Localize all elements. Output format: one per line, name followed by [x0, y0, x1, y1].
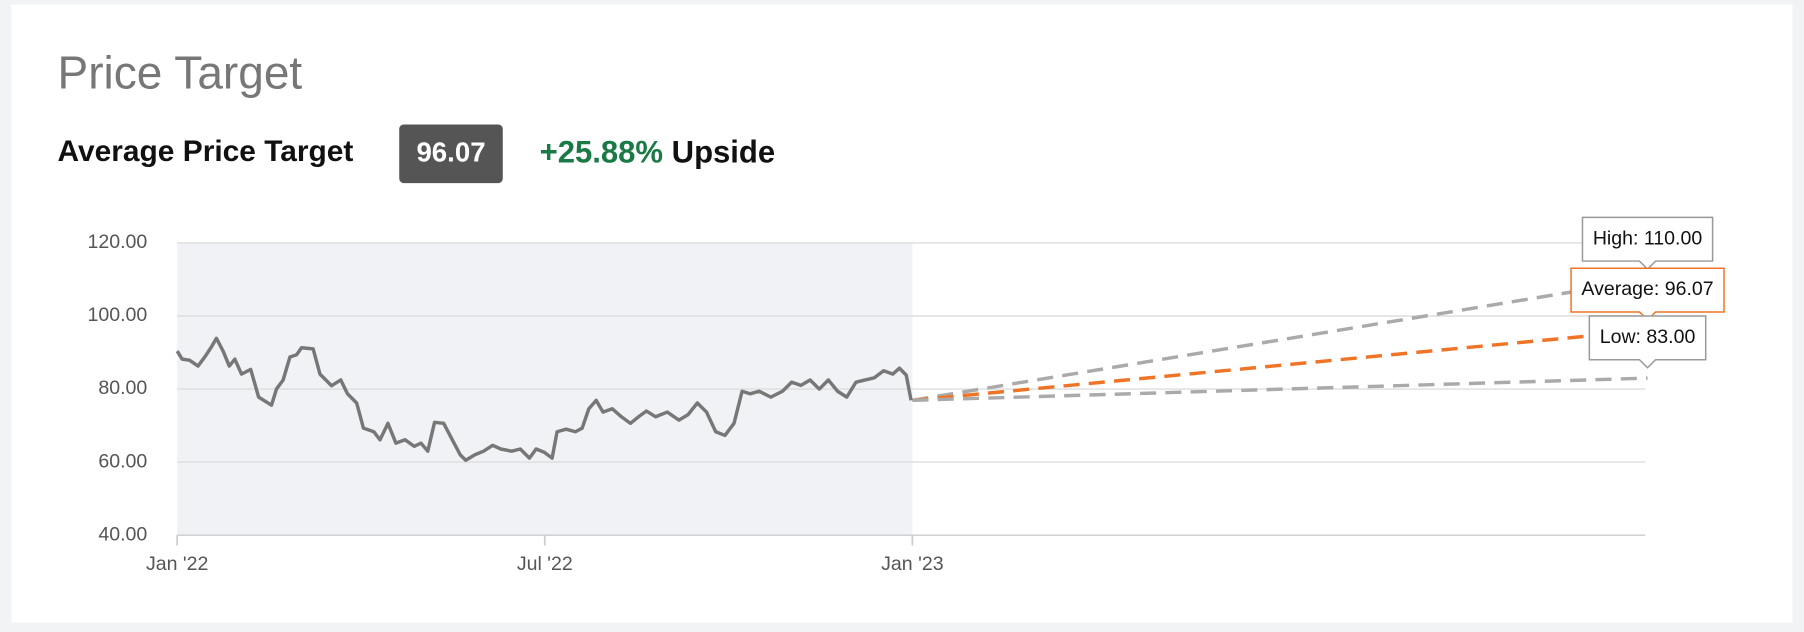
- y-tick-label: 80.00: [98, 377, 147, 399]
- tooltip-box: [1588, 315, 1707, 369]
- y-tick-label: 100.00: [87, 304, 147, 326]
- tooltip: Low: 83.00: [1588, 315, 1707, 369]
- forecast-line: [912, 277, 1648, 403]
- x-tick-label: Jan '23: [881, 553, 944, 575]
- x-tick-label: Jan '22: [146, 553, 208, 575]
- y-tick-label: 60.00: [98, 450, 147, 472]
- badge: [399, 124, 503, 184]
- tooltip-label: High: 110.00: [1593, 227, 1703, 249]
- tooltip-label: Low: 83.00: [1600, 326, 1696, 348]
- forecast-line: [912, 328, 1648, 403]
- average-value: 96.07: [416, 137, 485, 168]
- tooltip-box: [1581, 216, 1714, 271]
- price-line: [175, 336, 913, 462]
- average-label: Average Price Target: [58, 135, 354, 168]
- forecast-line: [912, 376, 1648, 403]
- x-tick-label: Jul '22: [517, 553, 573, 575]
- y-tick-label: 40.00: [98, 523, 147, 545]
- upside-percent: +25.88%: [540, 135, 663, 170]
- plot: 40.00 60.00 80.00 100.00 120.00 Jan '22 Jul '2…: [87, 216, 1725, 575]
- y-tick-label: 120.00: [87, 231, 147, 253]
- upside-word: Upside: [672, 135, 776, 170]
- tooltip-label: Average: 96.07: [1581, 278, 1713, 300]
- upside: +25.88% Upside: [540, 135, 776, 170]
- tooltip: Average: 96.07: [1570, 267, 1725, 322]
- tooltip: High: 110.00: [1581, 216, 1714, 271]
- title: Price Target: [58, 46, 303, 98]
